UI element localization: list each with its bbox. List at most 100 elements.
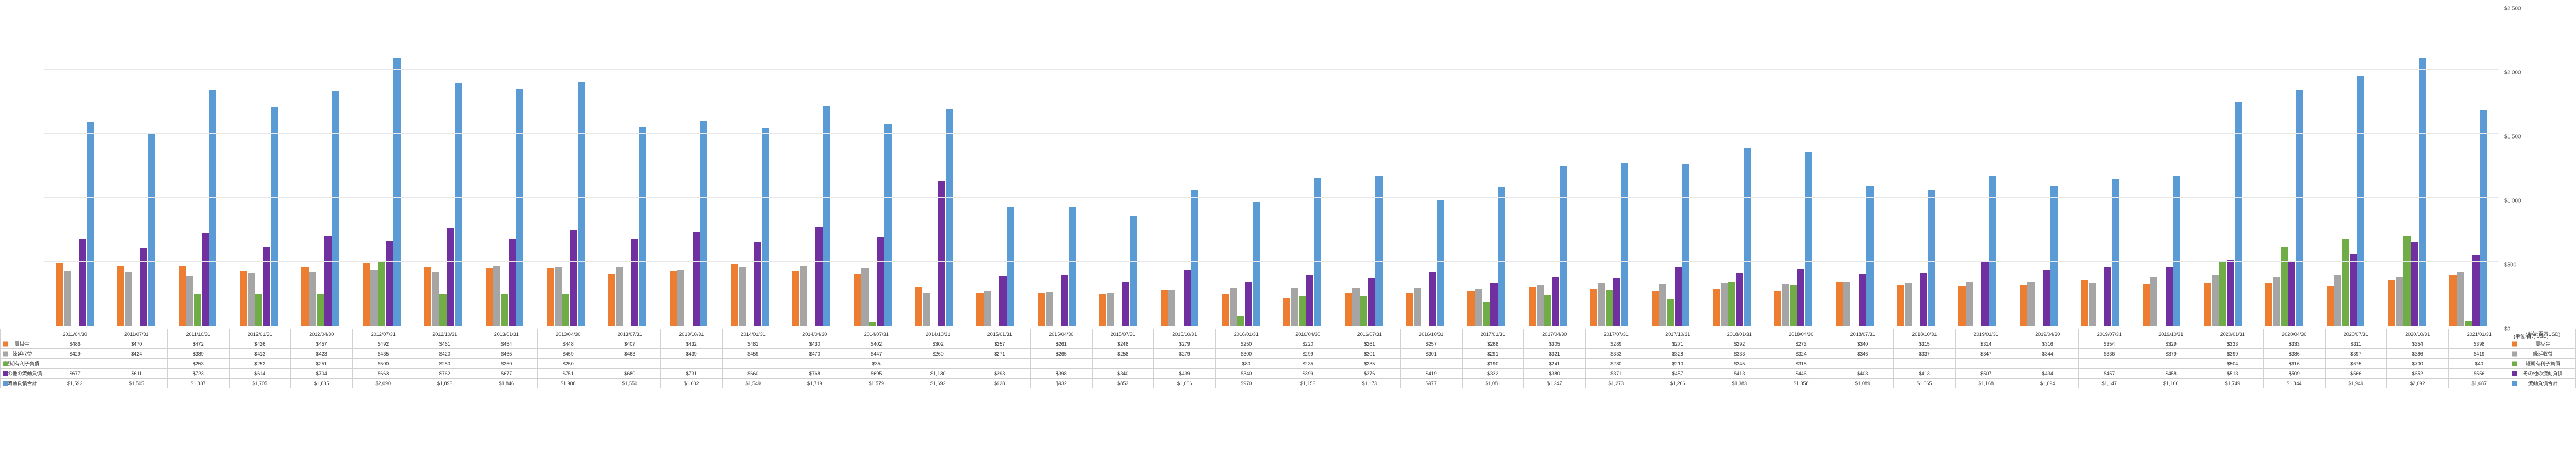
period-header: 2020/01/31 [2202,329,2264,339]
data-cell: $311 [2325,339,2387,349]
period-column [44,5,105,326]
bar-deferred_revenue [493,266,500,326]
data-cell: $80 [1215,359,1277,369]
data-cell: $731 [661,369,723,379]
bar-short_term_debt [1667,299,1674,326]
data-cell: $932 [1031,379,1093,388]
period-column [2008,5,2069,326]
data-cell: $279 [1154,349,1216,359]
data-cell: $261 [1339,339,1401,349]
series-label-text: その他の流動負債 [2,371,42,376]
bar-short_term_debt [562,294,569,326]
data-cell: $271 [1647,339,1709,349]
bar-other_current [2166,267,2173,326]
legend-unit: (単位:百万USD) [2514,331,2574,341]
bar-total_current [946,109,953,326]
data-cell: $463 [599,349,661,359]
period-column [1149,5,1210,326]
legend-series-text: 買掛金 [2535,341,2550,347]
bar-short_term_debt [439,294,447,326]
data-cell: $1,266 [1647,379,1709,388]
data-cell: $333 [1585,349,1647,359]
series-label: 流動負債合計 [1,379,44,388]
period-column [1946,5,2008,326]
bar-accounts_payable [976,293,984,326]
bar-total_current [1314,178,1321,326]
data-cell: $509 [2264,369,2326,379]
bar-total_current [1130,216,1137,326]
bar-deferred_revenue [1905,283,1912,326]
period-column [473,5,535,326]
swatch-icon [3,351,8,356]
data-cell: $314 [1955,339,2017,349]
bar-other_current [2350,254,2357,326]
series-label: 繰延収益 [1,349,44,359]
data-cell: $457 [2078,369,2140,379]
bar-short_term_debt [1360,296,1367,326]
period-header: 2013/10/31 [661,329,723,339]
period-header: 2011/04/30 [44,329,106,339]
data-cell: $299 [1277,349,1339,359]
legend-series-label: 繰延収益 [2510,349,2576,359]
bar-accounts_payable [179,266,186,326]
bar-deferred_revenue [800,266,807,326]
period-header: 2015/01/31 [969,329,1031,339]
bar-total_current [2296,90,2303,326]
data-cell [1894,359,1956,369]
bar-accounts_payable [1099,294,1106,326]
legend-series-label: その他の流動負債 [2510,369,2576,379]
data-cell: $1,549 [722,379,784,388]
bar-deferred_revenue [861,268,869,326]
data-cell: $265 [1031,349,1093,359]
bar-other_current [1552,277,1559,326]
data-cell: $454 [476,339,538,349]
data-cell: $616 [2264,359,2326,369]
period-header: 2018/01/31 [1709,329,1770,339]
legend-series-text: その他の流動負債 [2523,371,2562,376]
bar-total_current [87,122,94,326]
period-header: 2017/07/31 [1585,329,1647,339]
bar-short_term_debt [1483,302,1490,326]
bar-total_current [884,124,892,326]
period-header: 2017/04/30 [1524,329,1586,339]
bar-deferred_revenue [186,276,193,326]
data-cell: $1,081 [1462,379,1524,388]
period-header: 2014/04/30 [784,329,846,339]
data-cell: $354 [2078,339,2140,349]
y-tick-label: $500 [2504,262,2516,268]
data-cell: $250 [414,359,476,369]
data-cell: $663 [352,369,414,379]
data-cell: $507 [1955,369,2017,379]
y-tick-label: $1,000 [2504,198,2521,204]
data-cell: $504 [2202,359,2264,369]
data-cell: $2,092 [2387,379,2449,388]
data-cell: $273 [1770,339,1832,349]
y-tick-label: $2,500 [2504,6,2521,12]
data-cell: $257 [1401,339,1463,349]
data-cell: $301 [1339,349,1401,359]
bar-total_current [2050,186,2058,326]
bar-other_current [202,233,209,326]
bar-total_current [2480,110,2487,326]
bar-other_current [2227,260,2234,326]
data-cell: $1,837 [168,379,230,388]
data-cell: $1,094 [2017,379,2079,388]
swatch-icon [3,371,8,376]
swatch-icon [2512,381,2517,386]
bar-other_current [570,230,577,326]
y-tick-label: $2,000 [2504,70,2521,76]
data-cell: $424 [106,349,168,359]
period-column [1824,5,1885,326]
data-cell: $1,153 [1277,379,1339,388]
bar-accounts_payable [1590,289,1597,326]
bar-other_current [386,241,393,326]
bar-accounts_payable [1406,293,1413,326]
y-tick-label: $1,500 [2504,134,2521,140]
data-cell: $1,166 [2140,379,2202,388]
bar-deferred_revenue [432,272,439,326]
grid-line [44,197,2499,198]
data-cell [969,359,1031,369]
data-cell: $397 [2325,349,2387,359]
data-cell: $675 [2325,359,2387,369]
data-cell: $1,065 [1894,379,1956,388]
